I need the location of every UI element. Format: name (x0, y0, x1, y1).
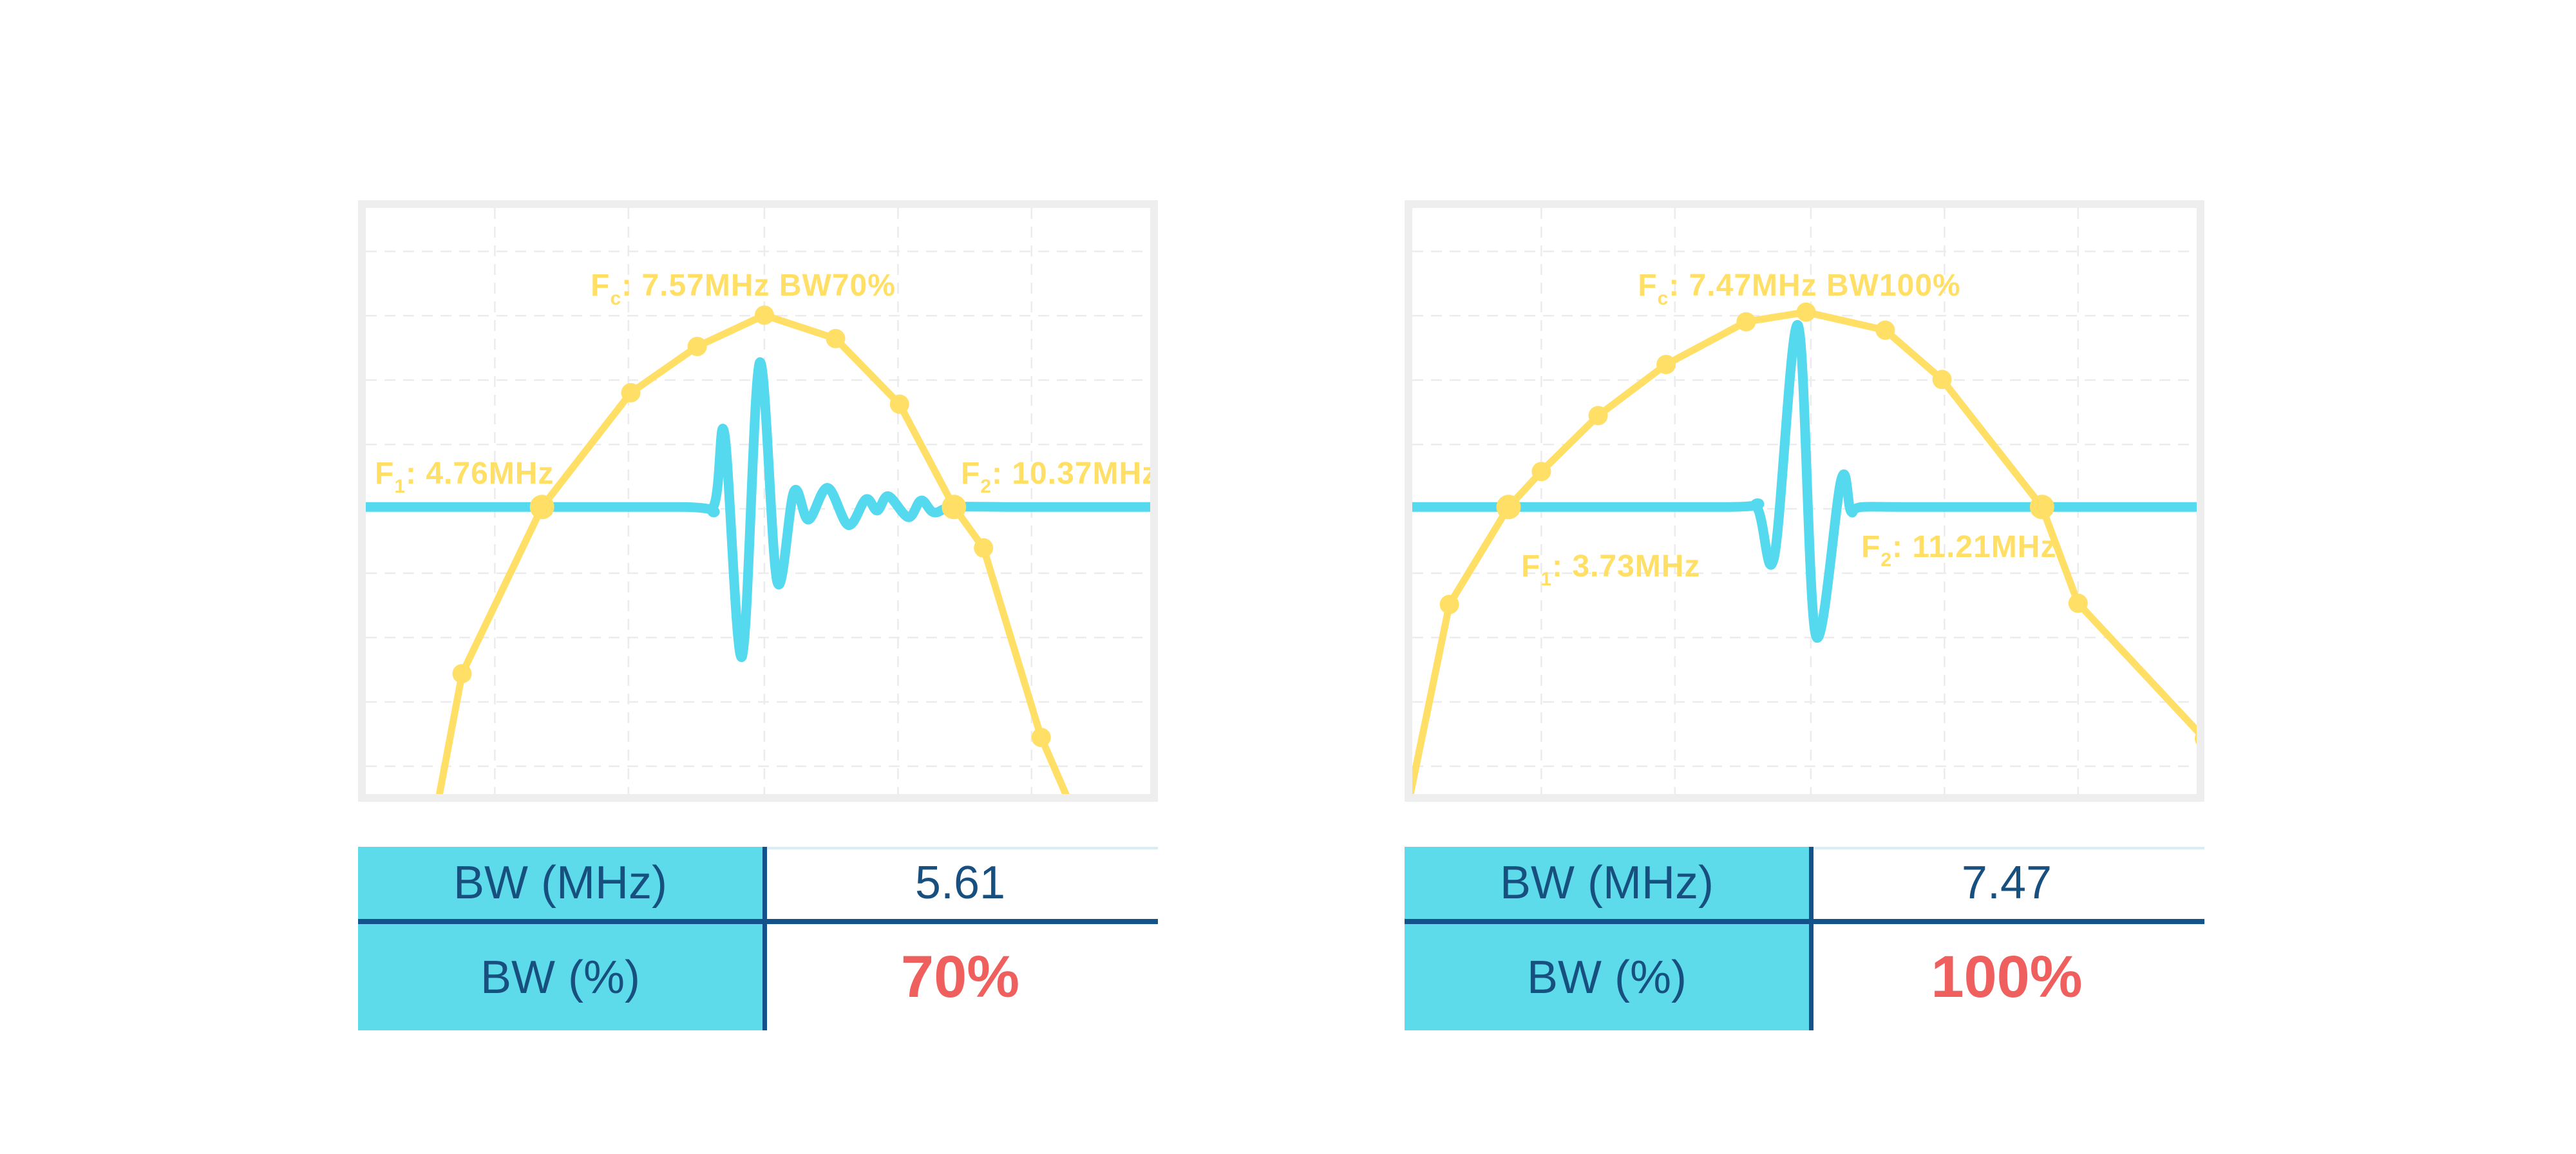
bw-pct-value-cell: 70% (900, 944, 1020, 1010)
data-point-marker (1588, 406, 1608, 426)
data-point-marker (1736, 312, 1756, 332)
row-divider (358, 919, 1158, 924)
table-row: BW (MHz) 7.47 (1405, 847, 2204, 919)
table-row: BW (%) 100% (1405, 924, 2204, 1030)
data-point-marker (1531, 462, 1551, 482)
bw-mhz-value-cell: 7.47 (1961, 857, 2052, 909)
bw-pct-label-cell: BW (%) (1405, 924, 1809, 1030)
f2-label: F2: 10.37MHz (961, 457, 1158, 497)
column-divider (1808, 847, 1814, 1030)
chart-panel-bw70: Fc: 7.57MHz BW70% F1: 4.76MHz F2: 10.37M… (358, 200, 1158, 802)
bandwidth-edge-marker (942, 495, 967, 520)
pulse-waveform (1405, 320, 2204, 643)
plot-frame (358, 200, 1158, 802)
data-point-marker (2068, 593, 2088, 613)
table-row: BW (%) 70% (358, 924, 1158, 1030)
data-point-marker (452, 664, 472, 684)
data-point-marker (974, 538, 994, 558)
data-point-marker (1932, 370, 1952, 390)
value-column-topline (762, 847, 1158, 849)
bw-pct-value-cell: 100% (1931, 944, 2083, 1010)
fc-label: Fc: 7.57MHz BW70% (591, 269, 896, 309)
f1-label: F1: 4.76MHz (375, 457, 554, 497)
row-divider (1405, 919, 2204, 924)
data-point-marker (621, 383, 641, 402)
bw-table-70: BW (MHz) 5.61 BW (%) 70% (358, 847, 1158, 1030)
data-point-marker (754, 305, 774, 325)
bw-mhz-value-cell: 5.61 (914, 857, 1006, 909)
bw-pct-label-cell: BW (%) (358, 924, 762, 1030)
data-point-marker (826, 328, 846, 348)
data-point-marker (1875, 320, 1895, 340)
bandwidth-edge-marker (529, 495, 554, 520)
data-point-marker (687, 337, 707, 356)
chart-panel-bw100: Fc: 7.47MHz BW100% F1: 3.73MHz F2: 11.21… (1405, 200, 2204, 802)
column-divider (762, 847, 767, 1030)
bandwidth-edge-marker (2029, 495, 2054, 520)
data-point-marker (1031, 728, 1051, 748)
chart-svg-bw70: Fc: 7.57MHz BW70% F1: 4.76MHz F2: 10.37M… (358, 200, 1158, 802)
value-column-topline (1808, 847, 2204, 849)
fc-label: Fc: 7.47MHz BW100% (1638, 269, 1960, 309)
spectrum-curve (434, 311, 1073, 802)
data-point-marker (1439, 594, 1459, 614)
table-row: BW (MHz) 5.61 (358, 847, 1158, 919)
f1-label: F1: 3.73MHz (1521, 549, 1700, 590)
chart-svg-bw100: Fc: 7.47MHz BW100% F1: 3.73MHz F2: 11.21… (1405, 200, 2204, 802)
bw-mhz-label-cell: BW (MHz) (358, 847, 762, 919)
bandwidth-edge-marker (1496, 495, 1521, 520)
data-point-marker (1656, 355, 1676, 374)
bw-table-100: BW (MHz) 7.47 BW (%) 100% (1405, 847, 2204, 1030)
plot-frame (1405, 200, 2204, 802)
pulse-waveform (358, 357, 1158, 662)
f2-label: F2: 11.21MHz (1861, 530, 2056, 571)
bw-mhz-label-cell: BW (MHz) (1405, 847, 1809, 919)
data-point-marker (1796, 302, 1816, 322)
data-point-marker (889, 394, 909, 414)
